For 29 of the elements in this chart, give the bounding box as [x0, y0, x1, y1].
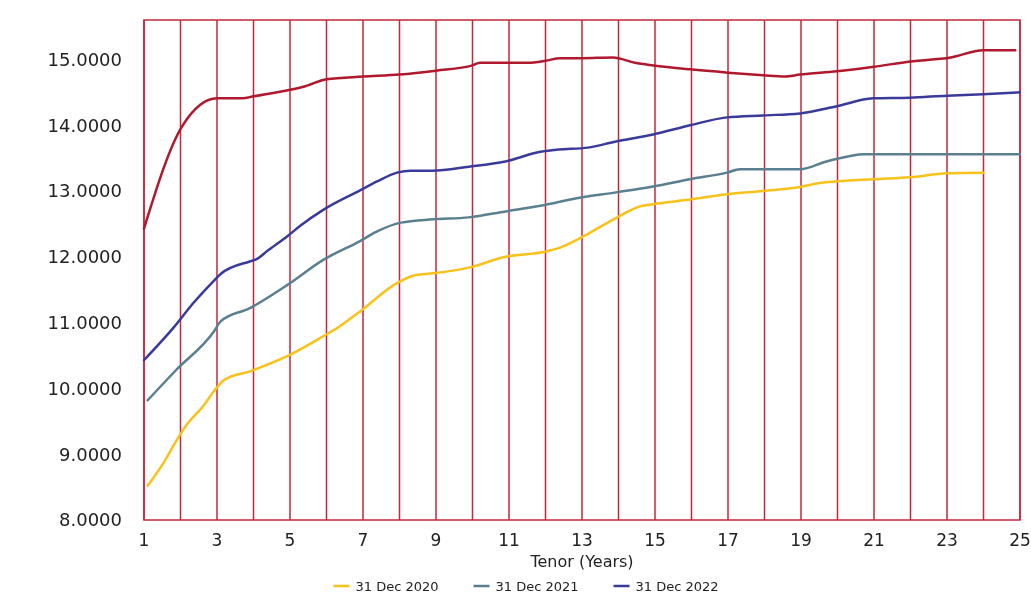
line-series — [146, 152, 1022, 402]
y-tick-label: 11.0000 — [47, 311, 122, 333]
line-series — [142, 49, 1017, 230]
x-tick-label: 11 — [498, 530, 520, 550]
x-tick-label: 23 — [936, 530, 958, 550]
line-series — [146, 171, 985, 488]
x-tick-label: 7 — [357, 530, 369, 550]
x-axis-title: Tenor (Years) — [529, 552, 634, 571]
x-tick-label: 25 — [1009, 530, 1031, 550]
x-tick-label: 19 — [790, 530, 812, 550]
y-tick-label: 12.0000 — [47, 246, 122, 268]
x-tick-label: 3 — [211, 530, 223, 550]
legend-label: 31 Dec 2022 — [635, 578, 719, 594]
x-tick-label: 9 — [430, 530, 442, 550]
line-series — [142, 91, 1022, 362]
legend-label: 31 Dec 2021 — [495, 578, 579, 594]
y-tick-label: 8.0000 — [59, 509, 122, 531]
legend-label: 31 Dec 2020 — [355, 578, 439, 594]
x-tick-label: 15 — [644, 530, 666, 550]
x-tick-label: 21 — [863, 530, 885, 550]
x-tick-label: 17 — [717, 530, 739, 550]
y-tick-label: 15.0000 — [47, 48, 122, 70]
x-tick-label: 1 — [138, 530, 150, 550]
y-tick-label: 13.0000 — [47, 180, 122, 202]
y-tick-label: 10.0000 — [47, 377, 122, 399]
y-tick-label: 14.0000 — [47, 114, 122, 136]
x-tick-label: 13 — [571, 530, 593, 550]
x-tick-label: 5 — [284, 530, 296, 550]
y-tick-label: 9.0000 — [59, 443, 122, 465]
